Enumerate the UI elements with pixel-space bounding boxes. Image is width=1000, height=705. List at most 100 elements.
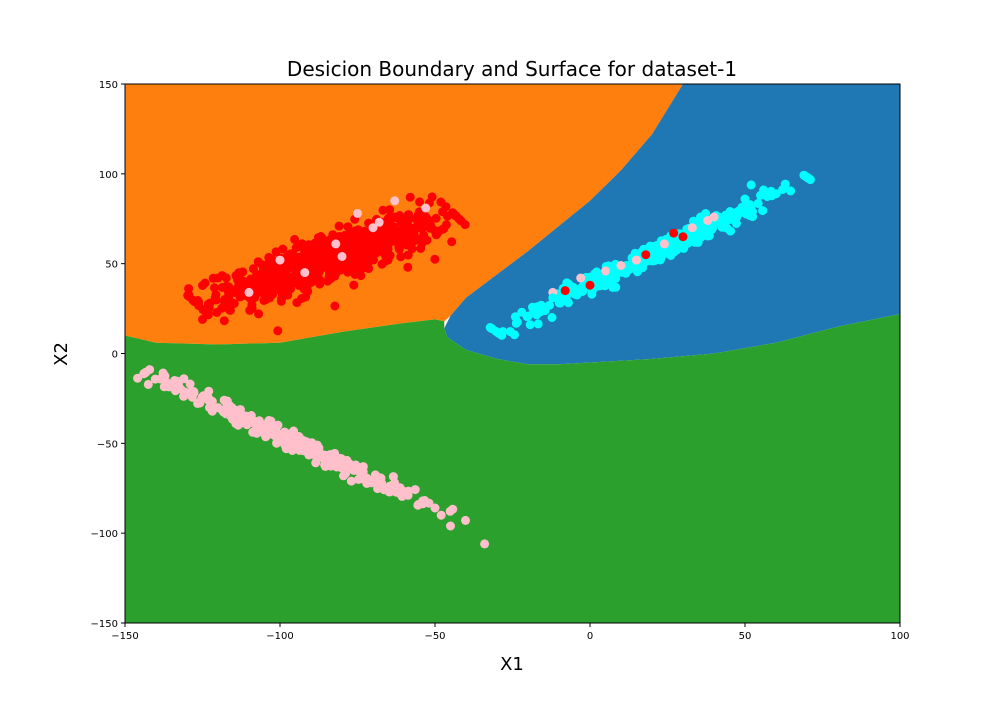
scatter-point-cluster-1: [704, 222, 714, 232]
scatter-point-cluster-2: [410, 485, 420, 495]
scatter-point-cluster-2: [267, 427, 277, 437]
scatter-point-group-1: [576, 273, 586, 283]
decision-region-2: [125, 314, 900, 623]
scatter-point-cluster-0: [409, 228, 419, 238]
scatter-point-cluster-2: [317, 450, 327, 459]
scatter-point-cluster-0: [306, 251, 316, 261]
scatter-point-cluster-2: [339, 458, 349, 468]
scatter-point-cluster-2: [290, 441, 300, 451]
scatter-point-cluster-2: [195, 398, 205, 408]
scatter-point-cluster-2: [254, 416, 264, 426]
scatter-point-cluster-0: [229, 299, 239, 308]
y-tick-label: −100: [91, 529, 118, 540]
scatter-point-cluster-0: [381, 244, 391, 254]
y-tick-label: 0: [112, 350, 118, 361]
scatter-point-cluster-2: [358, 467, 368, 477]
scatter-point-cluster-1: [493, 328, 503, 338]
scatter-point-cluster-0: [246, 276, 256, 286]
scatter-point-cluster-0: [460, 220, 470, 230]
scatter-point-cluster-0: [184, 284, 194, 294]
scatter-point-cluster-0: [198, 281, 207, 290]
scatter-point-cluster-2: [189, 388, 199, 398]
scatter-point-cluster-2: [217, 405, 227, 415]
scatter-point-cluster-1: [608, 282, 618, 292]
scatter-point-cluster-2: [145, 365, 155, 375]
scatter-point-group-1: [421, 203, 431, 213]
scatter-point-cluster-1: [722, 223, 732, 233]
scatter-point-group-1: [616, 261, 626, 270]
y-tick-label: −50: [97, 439, 118, 450]
scatter-point-group-0: [405, 192, 415, 202]
scatter-point-group-1: [390, 196, 400, 206]
scatter-point-group-0: [669, 228, 679, 238]
scatter-point-group-1: [446, 521, 455, 531]
y-axis-label: X2: [51, 342, 72, 366]
scatter-point-cluster-2: [226, 407, 236, 417]
decision-regions: [125, 84, 900, 623]
scatter-point-cluster-0: [396, 252, 406, 262]
scatter-point-cluster-0: [253, 257, 263, 267]
scatter-point-cluster-0: [362, 241, 372, 251]
scatter-point-group-1: [331, 239, 341, 249]
scatter-point-cluster-0: [297, 239, 307, 249]
scatter-point-cluster-1: [753, 198, 763, 208]
scatter-point-cluster-1: [778, 185, 788, 194]
scatter-point-cluster-1: [570, 289, 579, 299]
scatter-point-cluster-0: [343, 222, 353, 232]
scatter-point-cluster-0: [285, 261, 295, 271]
scatter-point-cluster-2: [403, 490, 413, 500]
scatter-point-cluster-0: [281, 289, 291, 299]
scatter-point-cluster-0: [411, 214, 421, 224]
scatter-point-cluster-0: [420, 211, 429, 221]
scatter-point-cluster-2: [322, 456, 332, 466]
scatter-point-group-1: [300, 268, 310, 278]
x-tick-label: 50: [739, 631, 752, 642]
scatter-point-group-0: [585, 280, 595, 290]
scatter-point-cluster-2: [388, 472, 398, 482]
scatter-point-cluster-1: [758, 206, 768, 216]
scatter-point-cluster-0: [430, 254, 440, 264]
scatter-point-cluster-1: [771, 189, 781, 199]
scatter-point-cluster-0: [385, 205, 395, 215]
scatter-point-cluster-0: [273, 326, 283, 336]
scatter-point-group-1: [687, 223, 697, 233]
scatter-point-cluster-2: [339, 471, 348, 481]
scatter-point-cluster-0: [292, 298, 302, 308]
scatter-point-group-1: [244, 287, 254, 297]
scatter-point-cluster-2: [377, 478, 387, 488]
scatter-point-cluster-0: [210, 283, 219, 293]
scatter-point-cluster-0: [204, 301, 213, 311]
scatter-point-cluster-0: [416, 244, 426, 253]
scatter-point-cluster-0: [330, 301, 340, 311]
scatter-point-cluster-0: [317, 237, 327, 247]
scatter-point-cluster-0: [220, 295, 230, 304]
scatter-point-cluster-2: [239, 411, 249, 421]
x-axis-label: X1: [500, 654, 524, 675]
scatter-point-cluster-0: [290, 234, 300, 244]
scatter-point-group-1: [219, 395, 229, 405]
scatter-point-cluster-0: [325, 271, 334, 281]
scatter-point-group-1: [368, 223, 378, 233]
scatter-point-cluster-0: [262, 285, 272, 295]
scatter-point-group-1: [170, 376, 180, 385]
scatter-point-cluster-0: [382, 226, 392, 236]
scatter-point-cluster-0: [217, 303, 227, 313]
scatter-point-cluster-1: [666, 239, 676, 249]
scatter-point-cluster-2: [143, 379, 153, 389]
scatter-point-cluster-0: [371, 248, 381, 258]
scatter-point-group-2: [517, 307, 527, 317]
scatter-point-cluster-1: [486, 323, 496, 333]
x-tick-label: 100: [890, 631, 909, 642]
scatter-point-cluster-0: [281, 270, 291, 280]
scatter-point-cluster-0: [313, 267, 323, 277]
scatter-point-cluster-0: [269, 281, 279, 291]
scatter-point-cluster-0: [438, 207, 448, 217]
scatter-point-cluster-2: [346, 476, 356, 486]
scatter-point-cluster-0: [183, 291, 193, 300]
scatter-point-group-0: [198, 314, 207, 324]
scatter-point-group-1: [480, 539, 490, 549]
scatter-point-cluster-2: [281, 444, 291, 454]
scatter-point-cluster-1: [725, 209, 735, 218]
scatter-point-cluster-0: [237, 281, 247, 291]
scatter-point-cluster-0: [448, 208, 458, 218]
